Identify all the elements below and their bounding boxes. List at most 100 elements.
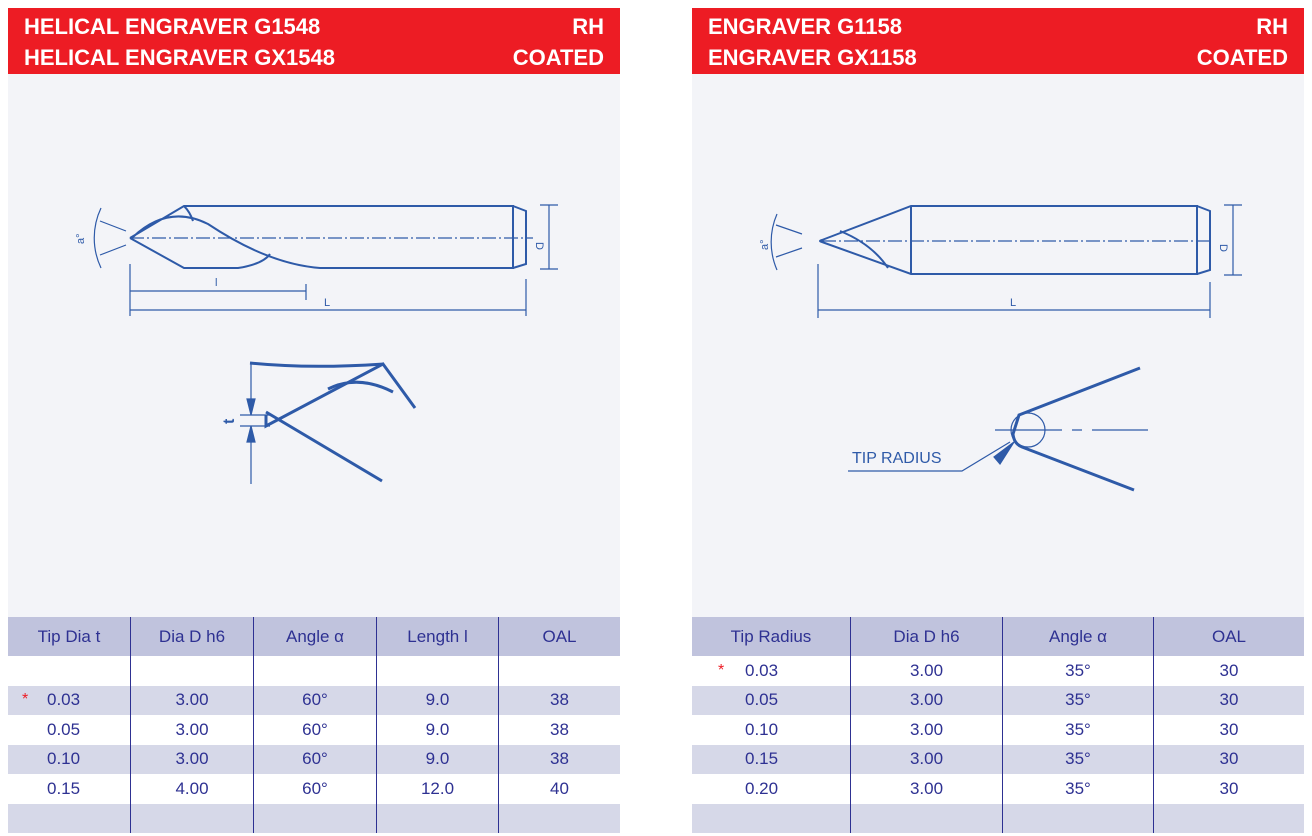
cell-value: 12.0 [420,778,455,798]
helical-engraver-panel: HELICAL ENGRAVER G1548 RH HELICAL ENGRAVE… [8,8,620,833]
table-header: Tip Radius Dia D h6 Angle α OAL [692,617,1304,656]
column-header: Length l [376,617,498,656]
table-cell: 4.00 [130,774,253,804]
column-header: Tip Dia t [37,626,101,646]
tip-radius-label: TIP RADIUS [852,450,942,467]
cell-value: 30 [1219,660,1239,680]
table-cell: 3.00 [130,685,253,715]
table-cell: 12.0 [376,774,498,804]
table-cell: * 0.03 [8,686,130,716]
cell-value: 60° [302,690,328,710]
cell-value: 35° [1065,778,1091,798]
oal-label: L [324,297,330,309]
coating-tag: COATED [512,45,604,70]
table-row: 0.15 3.00 35° 30 [692,744,1304,775]
coating-tag: COATED [1196,45,1288,70]
cell-value: 3.00 [909,749,944,769]
column-header: Angle α [1002,617,1153,656]
cell-value: 38 [550,690,569,710]
table-cell: 60° [253,685,376,715]
table-row: 0.10 3.00 60° 9.0 38 [8,744,620,774]
table-cell: 40 [498,774,620,804]
table-row: 0.10 3.00 35° 30 [692,715,1304,745]
cell-value: 9.0 [425,690,450,710]
table-cell: 35° [1002,744,1153,774]
tip-label: t [221,418,238,424]
table-header: Tip Dia t Dia D h6 Angle α Length l OAL [8,617,620,656]
product-title: ENGRAVER GX1158 [708,45,917,70]
cell-value: 35° [1065,749,1091,769]
cell-value: 0.15 [47,778,81,798]
product-header: HELICAL ENGRAVER G1548 RH HELICAL ENGRAVE… [8,8,620,74]
table-cell: 0.10 [692,715,850,745]
table-cell: 30 [1153,685,1304,715]
cell-value: 30 [1219,719,1239,739]
table-cell: 38 [498,685,620,715]
empty-row [8,803,620,833]
cell-value: 0.05 [47,719,81,739]
cell-value: 30 [1219,778,1239,798]
column-header: Angle α [253,617,376,656]
cell-value: 3.00 [909,690,944,710]
cell-value: 9.0 [425,719,450,739]
table-cell: 30 [1153,656,1304,686]
cell-value: 60° [302,719,328,739]
cell-value: 35° [1065,660,1091,680]
table-cell: 3.00 [850,685,1002,715]
spec-table: Tip Radius Dia D h6 Angle α OAL * 0.03 3.0… [692,617,1304,833]
asterisk-marker: * [718,661,725,679]
cell-value: 0.03 [745,660,779,680]
table-row: 0.20 3.00 35° 30 [692,774,1304,804]
cell-value: 0.15 [745,749,779,769]
cell-value: 3.00 [909,660,944,680]
table-cell: 0.20 [692,774,850,804]
cell-value: 9.0 [425,749,450,769]
cell-value: 38 [550,749,569,769]
table-cell: 30 [1153,715,1304,745]
table-row: * 0.03 3.00 60° 9.0 38 [8,685,620,716]
engraver-panel: ENGRAVER G1158 RH ENGRAVER GX1158 COATED a… [692,8,1304,833]
column-header: Dia D h6 [850,617,1002,656]
cell-value: 3.00 [175,690,209,710]
table-cell: 35° [1002,656,1153,686]
table-cell: 3.00 [850,715,1002,745]
table-cell: 35° [1002,685,1153,715]
hand-tag: RH [1256,14,1288,39]
table-row: 0.05 3.00 35° 30 [692,685,1304,716]
cell-value: 30 [1219,690,1239,710]
cell-value: 35° [1065,719,1091,739]
cell-value: 0.03 [47,690,81,710]
table-cell: 3.00 [850,656,1002,686]
angle-label: a° [75,233,87,244]
table-cell: 0.15 [692,745,850,775]
table-cell: 35° [1002,774,1153,804]
empty-row [692,803,1304,833]
table-row: * 0.03 3.00 35° 30 [692,656,1304,686]
cell-value: 40 [550,778,569,798]
column-header: OAL [1153,617,1304,656]
table-cell: * 0.03 [692,656,850,686]
table-cell: 0.05 [692,686,850,716]
table-cell: 35° [1002,715,1153,745]
table-cell: 0.15 [8,774,130,804]
product-header: ENGRAVER G1158 RH ENGRAVER GX1158 COATED [692,8,1304,74]
engraver-drawing: a° D L TIP RADIUS [759,204,1242,492]
product-title: HELICAL ENGRAVER GX1548 [24,45,335,70]
column-header: Dia D h6 [130,617,253,656]
cell-value: 38 [550,719,569,739]
hand-tag: RH [572,14,604,39]
table-cell: 9.0 [376,715,498,745]
table-cell: 3.00 [130,715,253,745]
table-cell: 3.00 [130,744,253,774]
diameter-label: D [533,242,545,250]
helical-engraver-drawing: a° D l L t [75,204,558,484]
table-row: 0.05 3.00 60° 9.0 38 [8,715,620,745]
table-cell: 60° [253,774,376,804]
cell-value: 0.10 [745,719,779,739]
asterisk-marker: * [22,691,29,709]
table-cell: 3.00 [850,744,1002,774]
table-cell: 30 [1153,744,1304,774]
table-cell: 9.0 [376,744,498,774]
empty-row [8,656,620,686]
product-title: HELICAL ENGRAVER G1548 [24,14,321,39]
